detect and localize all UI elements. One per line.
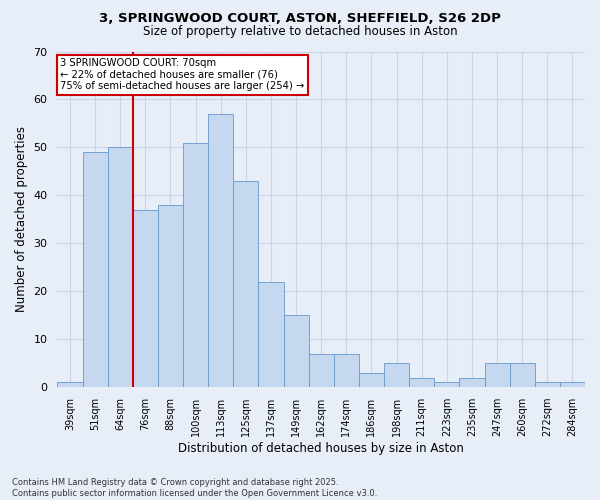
Bar bbox=[535, 382, 560, 387]
Text: Contains HM Land Registry data © Crown copyright and database right 2025.
Contai: Contains HM Land Registry data © Crown c… bbox=[12, 478, 377, 498]
Bar bbox=[233, 181, 259, 387]
Bar bbox=[560, 382, 585, 387]
Bar bbox=[359, 373, 384, 387]
Bar bbox=[83, 152, 107, 387]
Bar bbox=[434, 382, 460, 387]
Text: Size of property relative to detached houses in Aston: Size of property relative to detached ho… bbox=[143, 25, 457, 38]
Bar bbox=[208, 114, 233, 387]
X-axis label: Distribution of detached houses by size in Aston: Distribution of detached houses by size … bbox=[178, 442, 464, 455]
Bar bbox=[485, 363, 509, 387]
Bar bbox=[259, 282, 284, 387]
Bar bbox=[158, 205, 183, 387]
Bar bbox=[409, 378, 434, 387]
Bar bbox=[133, 210, 158, 387]
Text: 3 SPRINGWOOD COURT: 70sqm
← 22% of detached houses are smaller (76)
75% of semi-: 3 SPRINGWOOD COURT: 70sqm ← 22% of detac… bbox=[60, 58, 304, 92]
Text: 3, SPRINGWOOD COURT, ASTON, SHEFFIELD, S26 2DP: 3, SPRINGWOOD COURT, ASTON, SHEFFIELD, S… bbox=[99, 12, 501, 26]
Bar bbox=[308, 354, 334, 387]
Bar bbox=[107, 148, 133, 387]
Bar bbox=[460, 378, 485, 387]
Y-axis label: Number of detached properties: Number of detached properties bbox=[15, 126, 28, 312]
Bar bbox=[284, 316, 308, 387]
Bar bbox=[509, 363, 535, 387]
Bar bbox=[384, 363, 409, 387]
Bar bbox=[334, 354, 359, 387]
Bar bbox=[58, 382, 83, 387]
Bar bbox=[183, 142, 208, 387]
